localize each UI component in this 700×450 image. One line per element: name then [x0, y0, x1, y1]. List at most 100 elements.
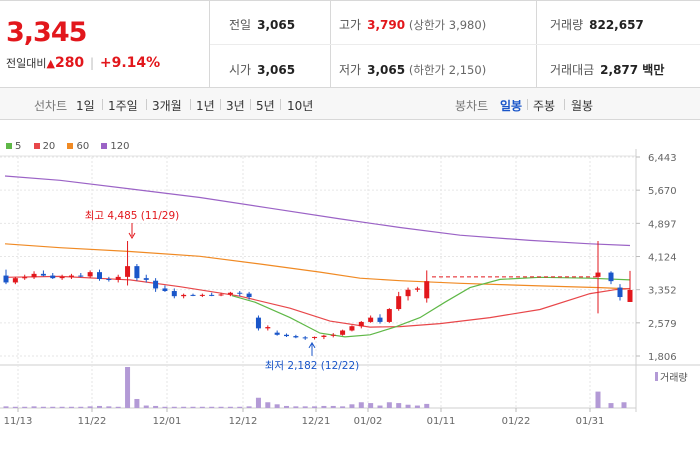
x-tick-label: 12/01	[153, 416, 182, 427]
volume-bar	[595, 391, 601, 408]
candle-body	[218, 294, 224, 296]
volume-bar	[237, 406, 243, 408]
volume-bar	[209, 406, 215, 408]
x-tick-label: 12/12	[229, 416, 258, 427]
volume-bar	[199, 406, 205, 408]
volume-bar	[227, 406, 233, 408]
volume-bar	[78, 406, 84, 408]
volume-bar	[405, 404, 411, 408]
stat-high: 고가 3,790 (상한가 3,980)	[339, 16, 486, 33]
high-annotation: 최고 4,485 (11/29)	[85, 210, 180, 222]
volume-label: 거래량	[660, 372, 688, 384]
candle-monthly[interactable]: 월봉	[571, 99, 594, 113]
legend-swatch	[67, 143, 74, 149]
candle-body	[265, 327, 271, 329]
stat-amount: 거래대금 2,877 백만	[550, 61, 664, 78]
volume-bar	[22, 406, 28, 408]
candle-body	[330, 334, 336, 336]
x-tick-label: 01/02	[354, 416, 383, 427]
stat-label: 거래량	[550, 18, 584, 32]
period-10y[interactable]: 10년	[287, 99, 314, 113]
divider	[220, 99, 221, 110]
volume-bar	[621, 402, 627, 408]
candle-body	[321, 335, 327, 337]
candle-body	[190, 294, 196, 296]
y-tick-label: 4,897	[648, 219, 677, 230]
volume-bar	[97, 405, 102, 408]
volume-bar	[134, 398, 140, 408]
candle-body	[414, 288, 420, 290]
candle-body	[59, 276, 65, 279]
volume-bar	[40, 406, 46, 408]
candles	[3, 241, 633, 340]
legend-item-ma60[interactable]: 60	[67, 141, 89, 152]
volume-bar	[330, 405, 336, 408]
legend-item-ma5[interactable]: 5	[6, 141, 21, 152]
candle-body	[3, 275, 9, 283]
volume-bar	[349, 404, 355, 408]
quote-panel: 3,345 전일대비▲280 | +9.14% 전일 3,065 시가 3,065 …	[0, 0, 700, 88]
volume-bar	[31, 406, 37, 408]
period-1y[interactable]: 1년	[196, 99, 215, 113]
candle-body	[237, 292, 243, 294]
price-box: 3,345 전일대비▲280 | +9.14%	[0, 1, 210, 88]
period-3y[interactable]: 3년	[226, 99, 245, 113]
volume-bar	[274, 404, 280, 408]
stat-prev-close: 전일 3,065	[229, 16, 295, 33]
stat-volume: 거래량 822,657	[550, 16, 644, 33]
candle-body	[340, 330, 346, 335]
volume-bar	[68, 406, 74, 408]
line-chart-label: 선차트	[34, 99, 68, 113]
legend-swatch	[33, 143, 40, 149]
candle-body	[134, 266, 140, 279]
up-triangle-icon: ▲	[46, 57, 55, 70]
period-1w[interactable]: 1주일	[108, 99, 138, 113]
candle-body	[181, 294, 187, 297]
candle-body	[209, 294, 215, 296]
volume-bar	[12, 406, 18, 408]
moving-averages	[4, 175, 631, 338]
stat-label: 시가	[229, 63, 252, 77]
candle-body	[377, 317, 383, 322]
divider	[280, 99, 281, 110]
current-price: 3,345	[6, 17, 87, 48]
candle-body	[255, 317, 261, 329]
candle-body	[627, 289, 633, 302]
candle-body	[50, 275, 56, 279]
candle-body	[227, 292, 233, 295]
volume-bar	[181, 406, 187, 408]
candle-daily[interactable]: 일봉	[500, 99, 523, 113]
candle-body	[284, 334, 289, 337]
volume-bar	[265, 402, 271, 408]
candle-body	[153, 280, 159, 289]
divider	[564, 99, 565, 110]
candle-body	[386, 309, 392, 322]
ma120-line	[4, 175, 631, 247]
high-arrow	[128, 232, 136, 240]
candle-body	[78, 275, 84, 277]
divider	[190, 99, 191, 110]
x-tick-label: 01/31	[576, 416, 605, 427]
volume-bar	[143, 405, 149, 408]
candle-body	[106, 279, 112, 281]
stat-label: 저가	[339, 63, 362, 77]
volume-bar	[50, 406, 56, 408]
volume-bar	[255, 397, 261, 408]
volume-bar	[377, 405, 383, 408]
y-tick-label: 2,579	[648, 319, 677, 330]
legend-item-ma120[interactable]: 120	[101, 141, 130, 152]
legend-label: 60	[76, 141, 90, 152]
volume-bar	[608, 403, 614, 408]
candle-body	[405, 289, 411, 297]
period-5y[interactable]: 5년	[256, 99, 275, 113]
candle-body	[368, 317, 374, 322]
legend-item-ma20[interactable]: 20	[33, 141, 55, 152]
stat-label: 거래대금	[550, 63, 595, 77]
candle-weekly[interactable]: 주봉	[533, 99, 556, 113]
period-3m[interactable]: 3개월	[152, 99, 182, 113]
candle-body	[608, 272, 614, 282]
volume-bar	[59, 406, 65, 408]
period-1d[interactable]: 1일	[76, 99, 95, 113]
candle-body	[22, 277, 28, 279]
volume-bar	[115, 406, 121, 408]
